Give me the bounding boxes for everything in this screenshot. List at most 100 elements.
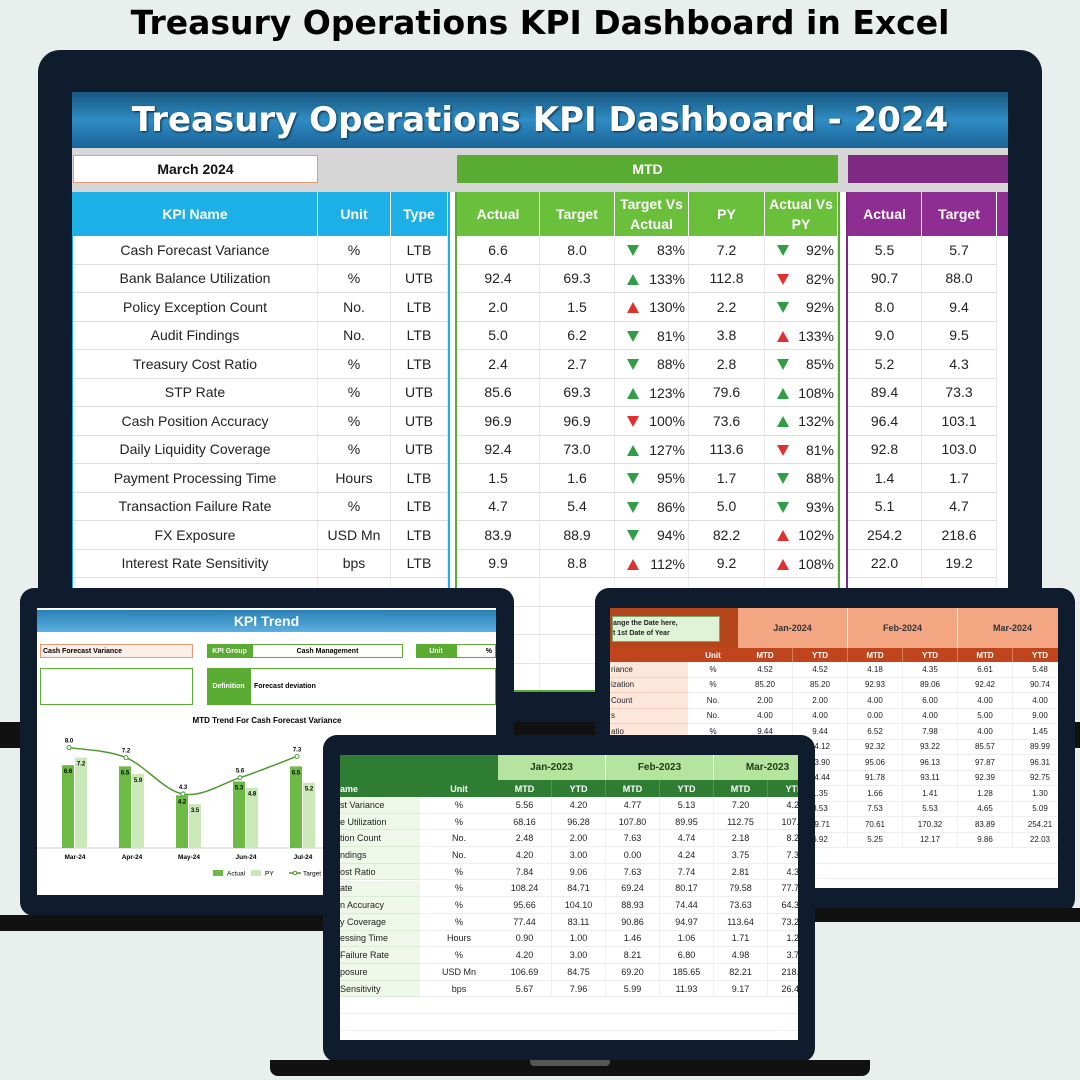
cell: 74.44 bbox=[660, 897, 714, 914]
sub-header: MTD bbox=[738, 648, 793, 662]
cell-bg bbox=[765, 435, 838, 464]
cell: 92.75 bbox=[1013, 771, 1058, 786]
bar bbox=[246, 787, 258, 848]
cell: 4.3 bbox=[768, 864, 798, 881]
cell: 4.24 bbox=[660, 847, 714, 864]
data-label: 4.3 bbox=[179, 785, 188, 791]
sub-header: YTD bbox=[660, 780, 714, 797]
cell: 1.2 bbox=[768, 931, 798, 948]
x-tick-label: Mar-24 bbox=[65, 854, 86, 861]
cell: 90.86 bbox=[606, 913, 660, 931]
cell: UTB bbox=[391, 378, 448, 407]
legend-label: PY bbox=[265, 871, 274, 878]
row-name: ization bbox=[610, 677, 688, 693]
cell: 89.95 bbox=[660, 813, 714, 831]
cell: 1.71 bbox=[714, 930, 768, 948]
cell: Policy Exception Count bbox=[73, 293, 318, 322]
cell: 4.98 bbox=[714, 947, 768, 964]
cell: Treasury Cost Ratio bbox=[73, 350, 318, 379]
status-icon bbox=[627, 359, 639, 370]
percent-cell: 86% bbox=[656, 498, 685, 515]
bar bbox=[189, 804, 201, 848]
column-header: Target Vs Actual bbox=[615, 192, 689, 236]
month-selector[interactable]: March 2024 bbox=[73, 155, 318, 183]
row-unit: % bbox=[420, 914, 498, 931]
percent-cell: 108% bbox=[798, 555, 834, 572]
cell: 92.4 bbox=[457, 435, 540, 464]
cell: Audit Findings bbox=[73, 321, 318, 350]
group-label: KPI Group bbox=[207, 644, 252, 658]
cell: 94.97 bbox=[660, 913, 714, 931]
name-header: ame bbox=[340, 783, 359, 794]
percent-cell: 112% bbox=[650, 555, 685, 572]
sub-header: MTD bbox=[606, 780, 660, 797]
cell: 9.17 bbox=[714, 980, 768, 998]
cell: 82.21 bbox=[714, 964, 768, 981]
column-header: Type bbox=[391, 192, 448, 236]
chart-title: MTD Trend For Cash Forecast Variance bbox=[193, 716, 342, 725]
kpi-selector[interactable]: Cash Forecast Variance bbox=[40, 644, 193, 658]
cell: 5.99 bbox=[606, 980, 660, 998]
cell: 26.4 bbox=[768, 981, 798, 998]
cell: 89.4 bbox=[848, 378, 922, 407]
cell: 7.84 bbox=[498, 863, 552, 881]
bar bbox=[132, 773, 144, 848]
cell: 8.0 bbox=[848, 293, 922, 322]
column-header: Target bbox=[540, 192, 615, 236]
legend-label: Target bbox=[303, 871, 321, 878]
cell: 4.00 bbox=[738, 708, 793, 724]
x-tick-label: Jun-24 bbox=[236, 854, 257, 861]
cell: 6.2 bbox=[540, 321, 615, 350]
cell: 9.9 bbox=[457, 549, 540, 578]
cell: 113.6 bbox=[689, 435, 765, 464]
cell: 1.28 bbox=[958, 786, 1013, 802]
cell: 1.35 bbox=[793, 786, 848, 802]
row-name: tion Count bbox=[340, 830, 420, 848]
cell: No. bbox=[318, 321, 391, 350]
status-icon bbox=[777, 558, 789, 570]
cell: 1.00 bbox=[552, 930, 606, 948]
sub-header: YTD bbox=[768, 780, 799, 797]
row-unit: No. bbox=[688, 693, 738, 709]
x-tick-label: Jul-24 bbox=[294, 854, 313, 861]
row-unit: No. bbox=[420, 830, 498, 848]
percent-cell: 82% bbox=[805, 270, 834, 287]
percent-cell: 83% bbox=[656, 242, 685, 259]
row-name: posure bbox=[340, 964, 420, 981]
kpi-panel-border bbox=[72, 192, 450, 692]
cell: UTB bbox=[391, 435, 448, 464]
cell: 107.80 bbox=[606, 813, 660, 831]
cell: 5.53 bbox=[903, 801, 958, 817]
cell: 0.00 bbox=[848, 708, 903, 724]
cell: 4.77 bbox=[606, 797, 660, 814]
status-icon bbox=[777, 330, 789, 342]
row-unit: % bbox=[688, 662, 738, 678]
status-icon bbox=[777, 273, 789, 285]
status-icon bbox=[627, 530, 639, 541]
status-icon bbox=[627, 245, 639, 256]
cell: 6.6 bbox=[457, 236, 540, 265]
bar bbox=[233, 781, 245, 848]
cell: LTB bbox=[391, 293, 448, 322]
cell: % bbox=[318, 264, 391, 293]
page-title: Treasury Operations KPI Dashboard in Exc… bbox=[130, 2, 950, 42]
row-name: riance bbox=[610, 662, 688, 678]
cell: 4.74 bbox=[660, 830, 714, 848]
definition-value: Forecast deviation bbox=[250, 668, 496, 705]
cell: 82.2 bbox=[689, 521, 765, 550]
cell-bg bbox=[615, 407, 689, 436]
target-marker bbox=[294, 753, 300, 759]
cell: % bbox=[318, 435, 391, 464]
cell: 2.0 bbox=[457, 293, 540, 322]
cell: 2.2 bbox=[689, 293, 765, 322]
row-unit: USD Mn bbox=[420, 964, 498, 981]
cell: 92.39 bbox=[958, 770, 1013, 786]
month-header: Jan-2024 bbox=[738, 608, 848, 648]
cell: 112.8 bbox=[689, 264, 765, 293]
cell: 73.63 bbox=[714, 897, 768, 914]
cell: 2.8 bbox=[689, 350, 765, 379]
cell: 4.00 bbox=[958, 693, 1013, 709]
cell: 90.7 bbox=[848, 264, 922, 293]
cell: 170.32 bbox=[903, 817, 958, 833]
month-header: Feb-2024 bbox=[848, 608, 958, 648]
